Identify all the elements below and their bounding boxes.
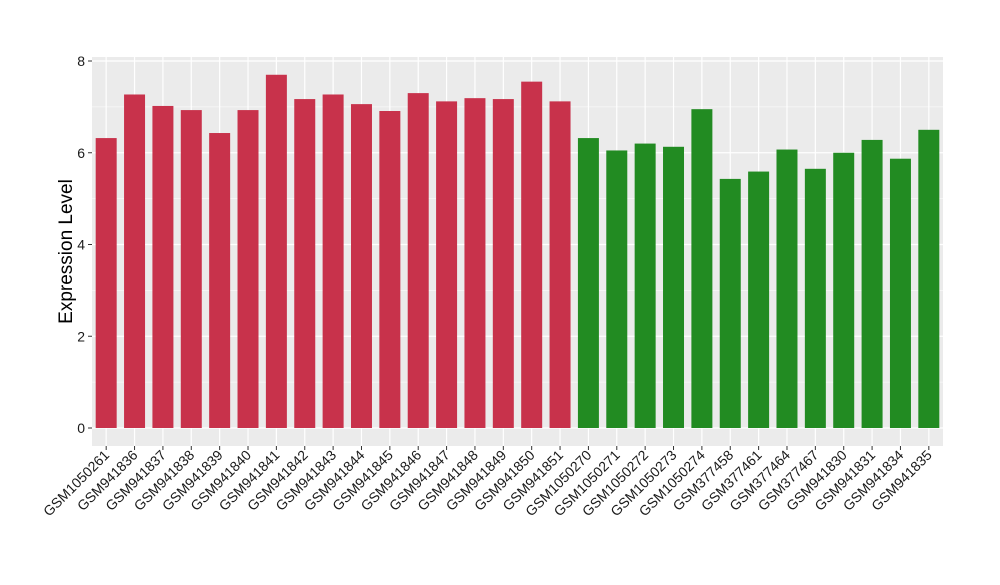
y-tick-label: 0 xyxy=(77,420,85,436)
y-tick-label: 4 xyxy=(77,237,85,253)
bar xyxy=(407,93,429,429)
bar xyxy=(776,149,798,428)
bar xyxy=(180,110,202,429)
bar xyxy=(549,101,571,429)
bar xyxy=(237,110,259,429)
bar xyxy=(634,143,656,428)
bars-group xyxy=(95,74,940,429)
bar xyxy=(521,81,543,429)
bar xyxy=(152,105,174,429)
bar xyxy=(918,129,940,428)
y-tick-label: 2 xyxy=(77,328,85,344)
bar xyxy=(209,133,231,428)
bar xyxy=(833,152,855,428)
bar xyxy=(691,109,713,428)
bar xyxy=(350,104,372,428)
bar xyxy=(294,99,316,429)
bar xyxy=(379,111,401,428)
bar xyxy=(124,94,146,429)
bar xyxy=(436,101,458,429)
bar xyxy=(464,98,486,428)
minor-gridlines xyxy=(92,106,943,383)
bar xyxy=(719,178,741,428)
bar xyxy=(492,99,514,429)
bar xyxy=(861,139,883,428)
x-axis: GSM1050261GSM941836GSM941837GSM941838GSM… xyxy=(40,446,935,519)
y-tick-label: 8 xyxy=(77,53,85,69)
bar xyxy=(748,171,770,428)
bar xyxy=(804,168,826,428)
bar xyxy=(663,146,685,428)
bar xyxy=(577,138,599,428)
bar xyxy=(322,94,344,429)
y-axis: 0 2 4 6 8 xyxy=(77,53,92,436)
plot-panel xyxy=(92,57,943,446)
y-tick-label: 6 xyxy=(77,145,85,161)
bar xyxy=(606,150,628,429)
bar xyxy=(265,74,287,428)
bar xyxy=(95,138,117,428)
y-axis-title: Expression Level xyxy=(56,179,77,324)
bar xyxy=(889,158,911,428)
